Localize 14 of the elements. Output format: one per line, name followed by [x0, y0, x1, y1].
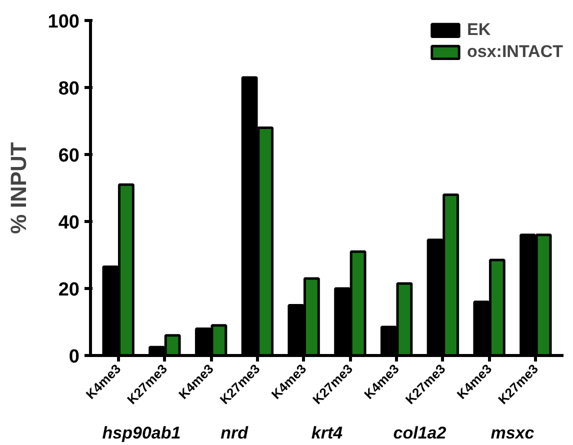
legend-label: EK: [466, 20, 491, 40]
text: col1a2: [393, 424, 447, 442]
y-tick-label: 60: [58, 146, 80, 166]
legend-label: osx:INTACT: [466, 42, 563, 62]
y-tick-label: 0: [68, 346, 80, 368]
y-tick-label: 80: [58, 78, 80, 100]
text: krt4: [311, 424, 344, 442]
y-tick-label: 20: [58, 280, 80, 300]
y-axis-title: % INPUT: [6, 142, 31, 234]
text: msxc: [490, 424, 535, 442]
y-tick-label: 100: [48, 12, 80, 32]
text: nrd: [220, 424, 249, 442]
text: hsp90ab1: [102, 424, 181, 442]
y-tick-label: 40: [58, 212, 80, 234]
